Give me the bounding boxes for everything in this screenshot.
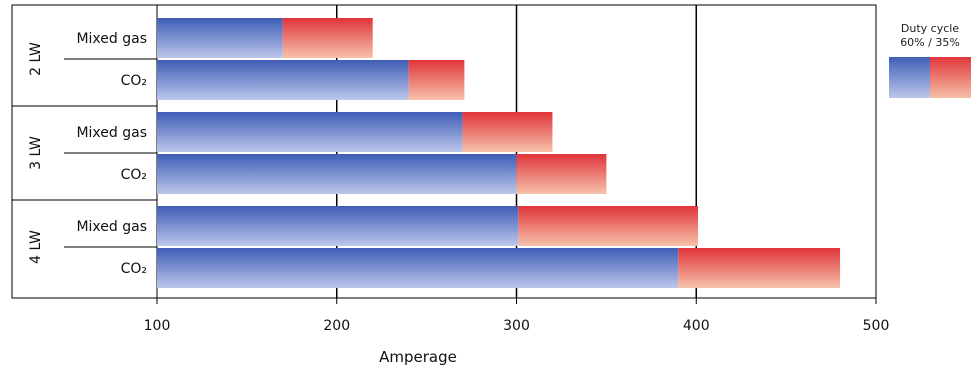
bar-duty-60 <box>157 60 409 100</box>
x-tick-label: 100 <box>144 318 171 334</box>
x-tick-label: 200 <box>323 318 350 334</box>
row-label: CO₂ <box>121 73 147 89</box>
legend-title-line1: Duty cycle <box>900 22 960 35</box>
bar-duty-35 <box>678 248 841 288</box>
x-tick-label: 500 <box>863 318 890 334</box>
row-label: Mixed gas <box>76 219 147 235</box>
legend-title-line2: 60% / 35% <box>900 36 960 49</box>
bar-duty-60 <box>157 248 679 288</box>
legend-swatches <box>889 57 971 98</box>
bar-duty-35 <box>516 154 607 194</box>
group-label: 4 LW <box>28 230 44 264</box>
row-labels: Mixed gas CO₂ 2 LW Mixed gas CO₂ 3 LW Mixed ga… <box>12 31 157 277</box>
bar-duty-60 <box>157 18 283 58</box>
group-label: 2 LW <box>28 42 44 76</box>
row-label: CO₂ <box>121 167 147 183</box>
bar-duty-35 <box>282 18 373 58</box>
bar-duty-60 <box>157 112 463 152</box>
row-label: Mixed gas <box>76 125 147 141</box>
x-tick-label: 400 <box>683 318 710 334</box>
bar-duty-60 <box>157 154 517 194</box>
legend-swatch-60 <box>889 57 930 98</box>
plot-frame <box>11 4 877 299</box>
legend: Duty cycle 60% / 35% <box>888 22 972 98</box>
legend-swatch-35 <box>930 57 971 98</box>
bar-duty-35 <box>408 60 465 100</box>
x-tick-label: 300 <box>503 318 530 334</box>
bar-duty-35 <box>518 206 699 246</box>
x-axis-ticks: 100 200 300 400 500 <box>144 298 890 334</box>
bar-duty-35 <box>462 112 553 152</box>
x-axis-title: Amperage <box>379 348 457 366</box>
group-label: 3 LW <box>28 136 44 170</box>
bars <box>157 18 841 288</box>
row-label: CO₂ <box>121 261 147 277</box>
bar-duty-60 <box>157 206 519 246</box>
row-label: Mixed gas <box>76 31 147 47</box>
